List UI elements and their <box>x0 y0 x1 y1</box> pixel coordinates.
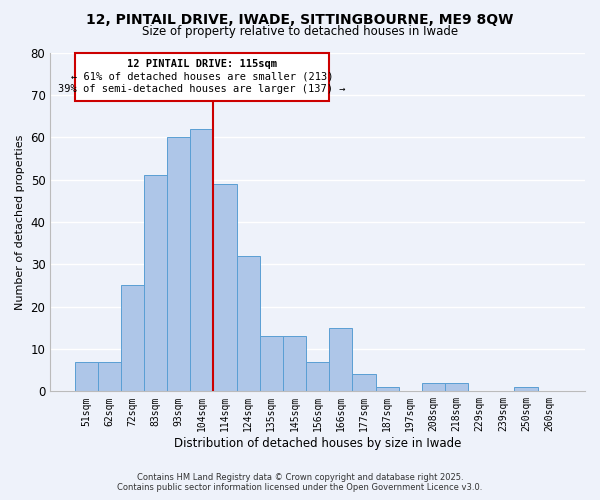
Bar <box>422 383 445 392</box>
Text: ← 61% of detached houses are smaller (213): ← 61% of detached houses are smaller (21… <box>71 72 333 82</box>
Bar <box>283 336 306 392</box>
Bar <box>74 362 98 392</box>
Bar <box>144 176 167 392</box>
Bar <box>260 336 283 392</box>
X-axis label: Distribution of detached houses by size in Iwade: Distribution of detached houses by size … <box>174 437 461 450</box>
Bar <box>352 374 376 392</box>
Bar <box>306 362 329 392</box>
Bar <box>445 383 468 392</box>
Bar <box>376 387 398 392</box>
Bar <box>121 286 144 392</box>
Text: Contains HM Land Registry data © Crown copyright and database right 2025.
Contai: Contains HM Land Registry data © Crown c… <box>118 473 482 492</box>
Bar <box>236 256 260 392</box>
Y-axis label: Number of detached properties: Number of detached properties <box>15 134 25 310</box>
Bar <box>167 137 190 392</box>
Text: 12 PINTAIL DRIVE: 115sqm: 12 PINTAIL DRIVE: 115sqm <box>127 59 277 69</box>
Bar <box>98 362 121 392</box>
Bar <box>190 128 214 392</box>
Bar <box>514 387 538 392</box>
Bar <box>74 52 329 101</box>
Text: Size of property relative to detached houses in Iwade: Size of property relative to detached ho… <box>142 25 458 38</box>
Bar <box>214 184 236 392</box>
Bar <box>329 328 352 392</box>
Text: 12, PINTAIL DRIVE, IWADE, SITTINGBOURNE, ME9 8QW: 12, PINTAIL DRIVE, IWADE, SITTINGBOURNE,… <box>86 12 514 26</box>
Text: 39% of semi-detached houses are larger (137) →: 39% of semi-detached houses are larger (… <box>58 84 346 94</box>
